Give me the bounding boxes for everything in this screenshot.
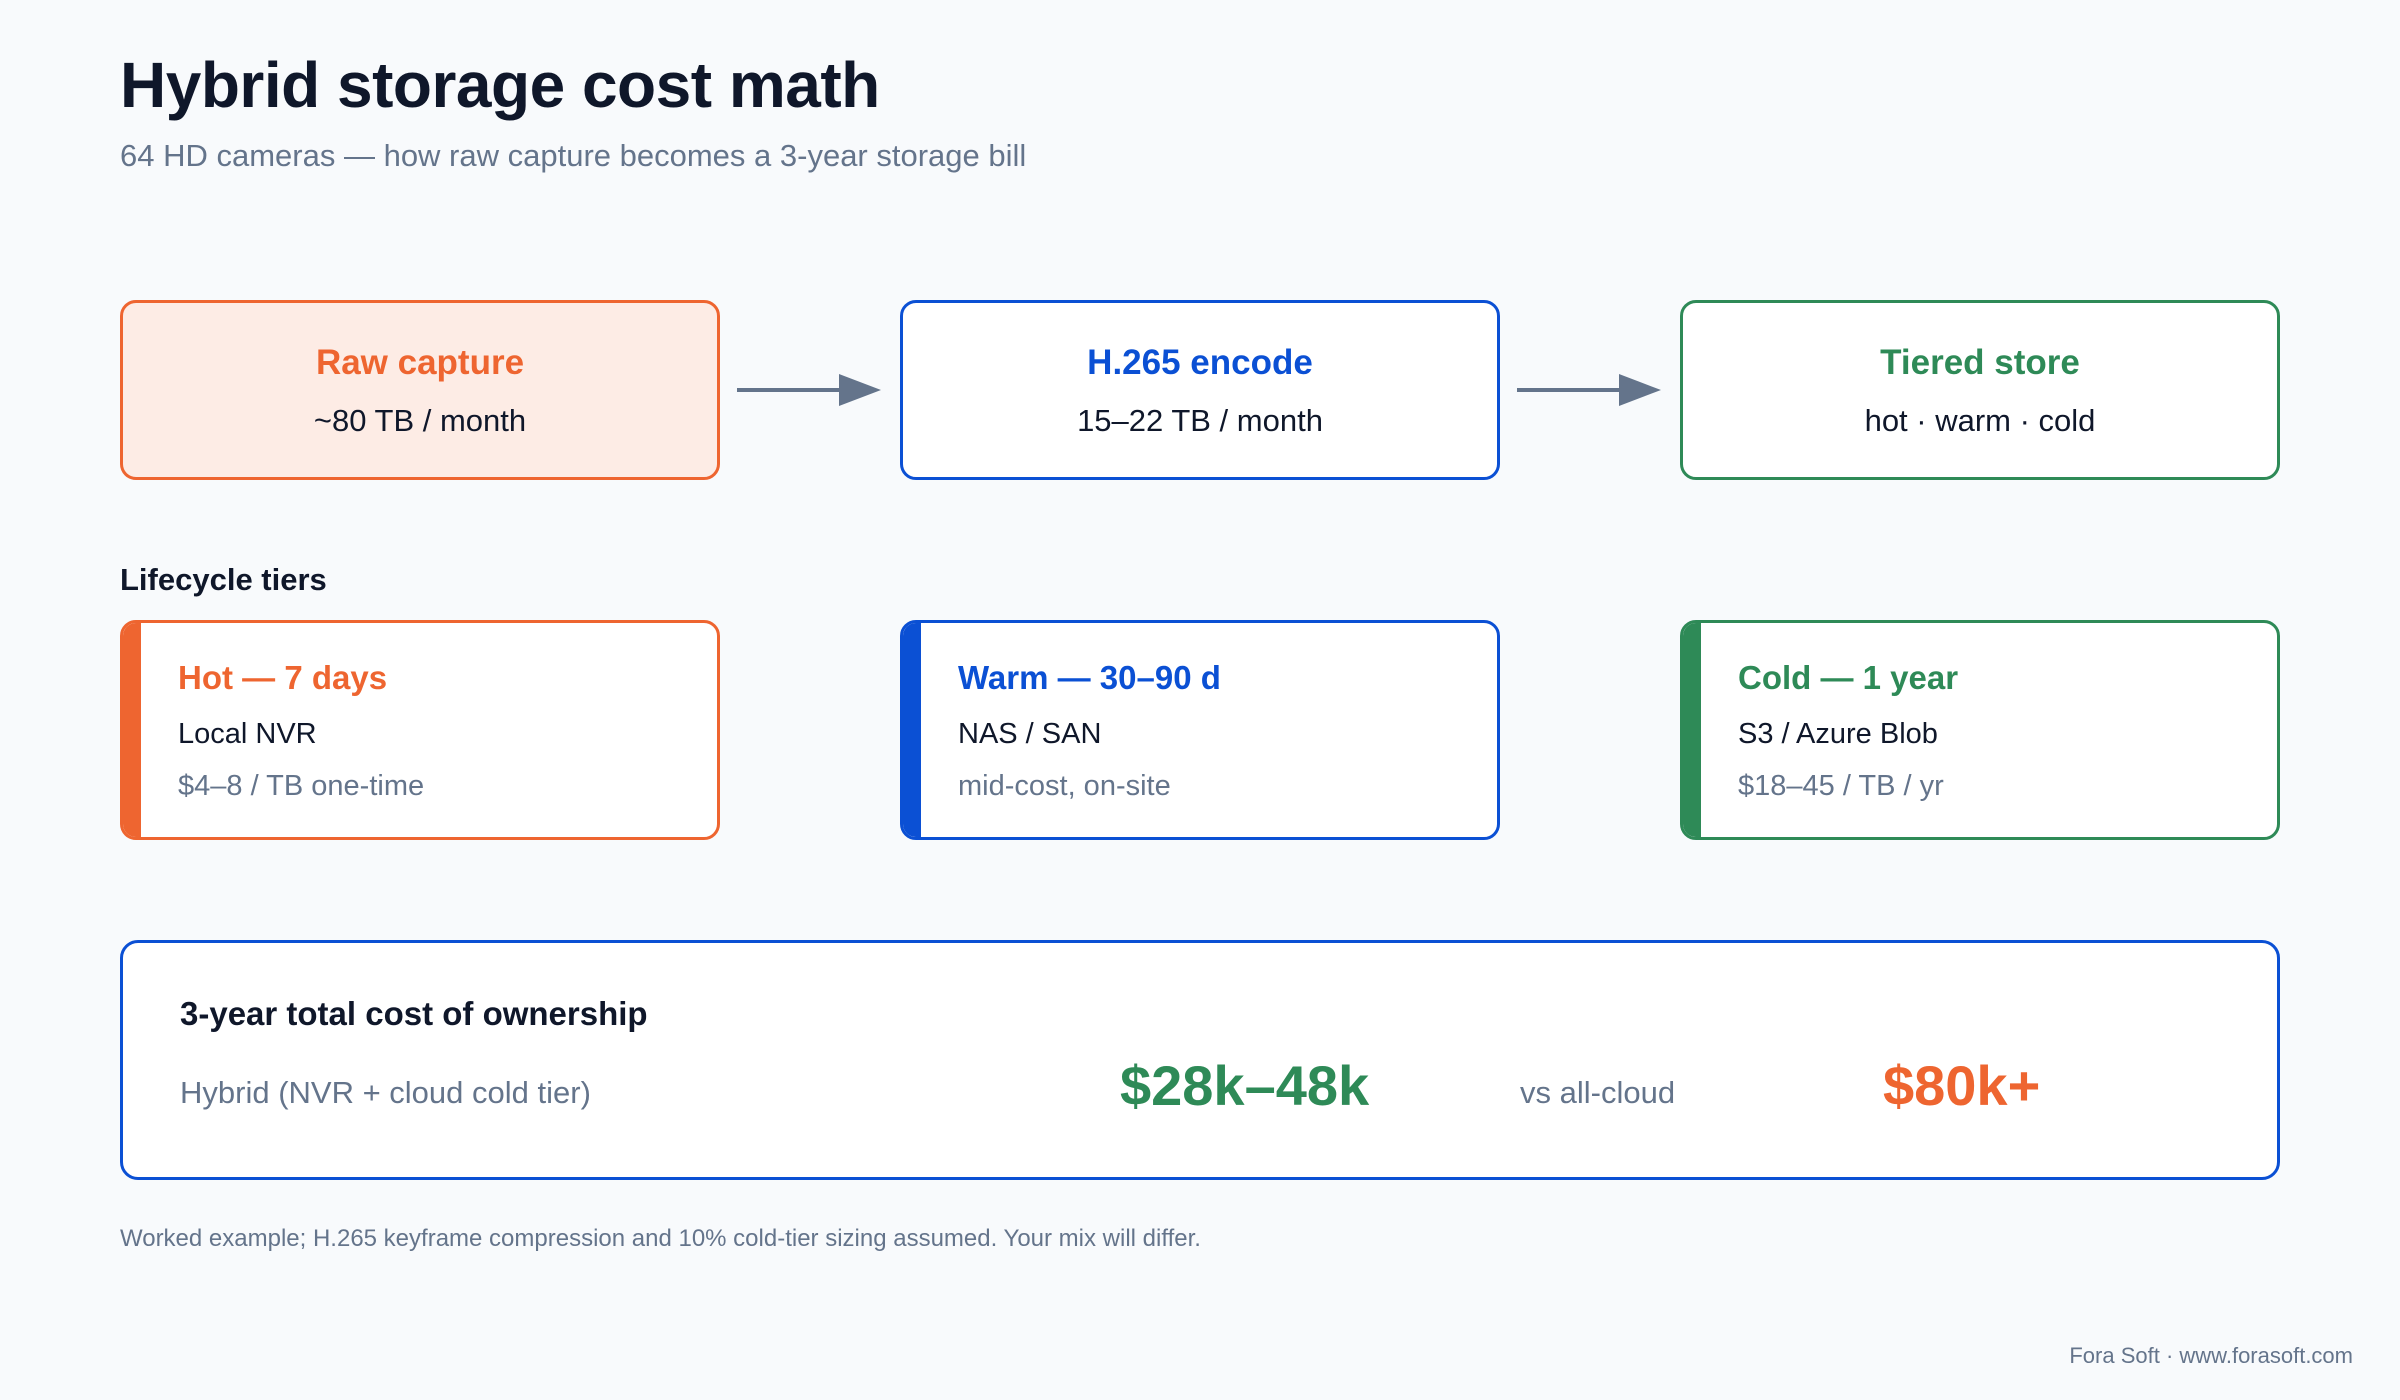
tco-vs-label: vs all-cloud (1520, 1075, 1676, 1110)
tier-cost: $4–8 / TB one-time (178, 770, 425, 802)
flow-step-detail: hot · warm · cold (1864, 403, 2096, 438)
page-subtitle: 64 HD cameras — how raw capture becomes … (120, 138, 1027, 173)
tier-card-cold: Cold — 1 year S3 / Azure Blob $18–45 / T… (1680, 620, 2280, 840)
tco-cloud-value: $80k+ (1883, 1054, 2041, 1117)
flow-step-title: Tiered store (1880, 343, 2080, 382)
tco-title: 3-year total cost of ownership (180, 995, 648, 1032)
tier-title: Hot — 7 days (178, 659, 388, 696)
flow-step-detail: 15–22 TB / month (1077, 403, 1323, 438)
flow-arrow-icon (737, 374, 881, 406)
flow-step-title: Raw capture (315, 343, 525, 382)
flow-arrow-icon (1517, 374, 1661, 406)
flow-step-h265-encode: H.265 encode 15–22 TB / month (900, 300, 1500, 480)
page-title: Hybrid storage cost math (120, 49, 880, 121)
tier-medium: S3 / Azure Blob (1738, 718, 1938, 750)
tier-accent-bar (123, 623, 141, 837)
flow-step-raw-capture: Raw capture ~80 TB / month (120, 300, 720, 480)
tier-accent-bar (903, 623, 921, 837)
tier-card-hot: Hot — 7 days Local NVR $4–8 / TB one-tim… (120, 620, 720, 840)
tier-title: Warm — 30–90 d (958, 659, 1221, 696)
tier-title: Cold — 1 year (1738, 659, 1959, 696)
tier-cost: mid-cost, on-site (958, 770, 1171, 802)
flow-step-detail: ~80 TB / month (313, 403, 527, 438)
footnote: Worked example; H.265 keyframe compressi… (120, 1225, 1201, 1252)
tier-accent-bar (1683, 623, 1701, 837)
flow-step-tiered-store: Tiered store hot · warm · cold (1680, 300, 2280, 480)
tco-hybrid-label: Hybrid (NVR + cloud cold tier) (180, 1075, 591, 1110)
tier-cost: $18–45 / TB / yr (1738, 770, 1944, 802)
tier-card-warm: Warm — 30–90 d NAS / SAN mid-cost, on-si… (900, 620, 1500, 840)
tier-medium: NAS / SAN (958, 718, 1102, 750)
tco-hybrid-value: $28k–48k (1120, 1054, 1370, 1117)
lifecycle-section-label: Lifecycle tiers (120, 562, 327, 597)
tier-medium: Local NVR (178, 718, 317, 750)
tco-panel: 3-year total cost of ownership Hybrid (N… (120, 940, 2280, 1180)
flow-step-title: H.265 encode (1087, 343, 1313, 382)
credit-line: Fora Soft · www.forasoft.com (2069, 1343, 2353, 1368)
